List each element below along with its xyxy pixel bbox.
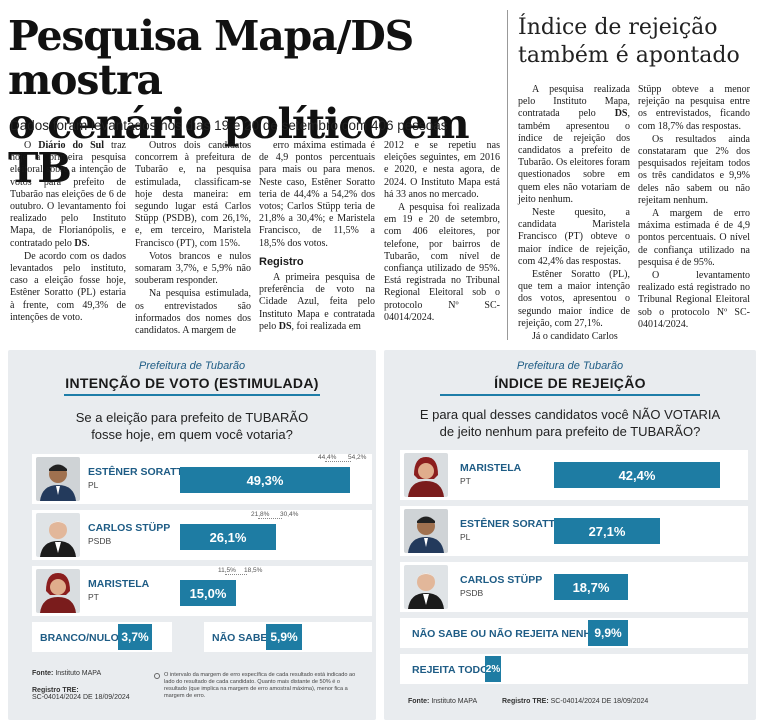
- paragraph: Os resultados ainda constataram que 2% d…: [638, 133, 750, 206]
- paragraph: O levantamento realizado está registrado…: [638, 270, 750, 330]
- vote-bar: 15,0%: [180, 580, 236, 606]
- rejection-bar: 27,1%: [554, 518, 660, 544]
- paragraph: Neste quesito, a candidata Maristela Fra…: [518, 207, 630, 267]
- candidate-party: PL: [460, 532, 471, 542]
- error-range-low: 11,5%: [218, 567, 236, 574]
- rejection-panel: Prefeitura de Tubarão ÍNDICE DE REJEIÇÃO…: [384, 350, 756, 720]
- registration-line: Registro TRE: SC-04014/2024 DE 18/09/2024: [32, 687, 130, 701]
- headline-line-2: o cenário político em TB: [8, 100, 470, 192]
- candidate-name: ESTÊNER SORATTO: [88, 466, 191, 478]
- candidate-name: CARLOS STÜPP: [88, 522, 171, 534]
- sidebar-column-2: Stüpp obteve a menor rejeição na pesquis…: [638, 84, 750, 332]
- candidate-name: ESTÊNER SORATTO: [460, 518, 563, 530]
- candidate-party: PL: [88, 480, 99, 490]
- vote-intention-panel: Prefeitura de Tubarão INTENÇÃO DE VOTO (…: [8, 350, 376, 720]
- error-range-line: [258, 518, 282, 526]
- vote-bar: 26,1%: [180, 524, 276, 550]
- error-range-high: 54,2%: [348, 454, 367, 461]
- survey-question: E para qual desses candidatos você NÃO V…: [419, 407, 721, 439]
- column-divider: [507, 10, 508, 340]
- option-label: BRANCO/NULO: [40, 632, 119, 644]
- candidate-photo: [36, 457, 80, 501]
- candidate-photo: [404, 565, 448, 609]
- newspaper-name: Diário do Sul: [38, 140, 104, 151]
- rejection-bar: 2%: [485, 656, 501, 682]
- rejection-bar: 18,7%: [554, 574, 628, 600]
- option-label: NÃO SABE OU NÃO REJEITA NENHUM: [412, 628, 608, 640]
- candidate-name: MARISTELA: [460, 462, 522, 474]
- candidate-name: CARLOS STÜPP: [460, 574, 543, 586]
- paragraph: Votos brancos e nulos somaram 3,7%, e 5,…: [135, 250, 251, 287]
- paragraph: O Diário do Sul traz hoje a primeira pes…: [10, 140, 126, 249]
- sidebar-column-1: A pesquisa realizada pelo Instituto Mapa…: [518, 84, 630, 344]
- paragraph: Outros dois candidatos concorrem à prefe…: [135, 140, 251, 249]
- vote-bar: 49,3%: [180, 467, 350, 493]
- paragraph: A pesquisa realizada pelo Instituto Mapa…: [518, 84, 630, 205]
- paragraph: erro máxima estimada é de 4,9 pontos per…: [259, 140, 375, 249]
- paragraph: Stüpp obteve a menor rejeição na pesquis…: [638, 84, 750, 132]
- candidate-photo: [36, 569, 80, 613]
- candidate-party: PSDB: [88, 536, 112, 546]
- no-rejection-row: NÃO SABE OU NÃO REJEITA NENHUM: [400, 618, 748, 648]
- error-range-line: [225, 574, 247, 582]
- candidate-name: MARISTELA: [88, 578, 150, 590]
- rejection-bar: 42,4%: [554, 462, 720, 488]
- error-range-high: 30,4%: [280, 511, 299, 518]
- source-line: Fonte: Instituto MAPA: [32, 670, 102, 677]
- title-underline: [64, 394, 320, 396]
- candidate-photo: [404, 509, 448, 553]
- candidate-party: PSDB: [460, 588, 484, 598]
- paragraph: A pesquisa foi realizada em 19 e 20 de s…: [384, 202, 500, 323]
- source-line: Fonte: Instituto MAPA: [408, 698, 478, 705]
- paragraph: A margem de erro máxima estimada é de 4,…: [638, 208, 750, 268]
- paragraph: 2012 e se repetiu nas eleições seguintes…: [384, 140, 500, 200]
- paragraph: De acordo com os dados levantados pelo i…: [10, 250, 126, 323]
- panel-title: ÍNDICE DE REJEIÇÃO: [494, 375, 646, 391]
- rejects-all-row: REJEITA TODOS: [400, 654, 748, 684]
- error-range-high: 18,5%: [244, 567, 263, 574]
- subhead: Dados foram levantados nos dias 19 e 20 …: [10, 118, 448, 133]
- paragraph: A primeira pesquisa de preferência de vo…: [259, 272, 375, 332]
- vote-bar: 5,9%: [266, 624, 302, 650]
- panel-header: Prefeitura de Tubarão: [516, 360, 624, 372]
- paragraph: Estêner Soratto (PL), que tem a maior in…: [518, 269, 630, 329]
- candidate-row-stupp: CARLOS STÜPP PSDB: [32, 510, 372, 560]
- paragraph: Na pesquisa estimulada, os entrevistados…: [135, 288, 251, 337]
- title-underline: [440, 394, 700, 396]
- error-range-low: 44,4%: [318, 454, 337, 461]
- rejection-bar: 9,9%: [588, 620, 628, 646]
- error-range-low: 21,8%: [251, 511, 270, 518]
- panel-header: Prefeitura de Tubarão: [138, 360, 246, 372]
- article-column-2: Outros dois candidatos concorrem à prefe…: [135, 140, 251, 338]
- article-column-1: O Diário do Sul traz hoje a primeira pes…: [10, 140, 126, 325]
- option-label: NÃO SABE: [212, 632, 268, 644]
- article-column-3: erro máxima estimada é de 4,9 pontos per…: [259, 140, 375, 334]
- margin-note: O intervalo da margem de erro específica…: [154, 672, 364, 700]
- candidate-party: PT: [460, 476, 471, 486]
- headline: Pesquisa Mapa/DS mostra o cenário políti…: [8, 14, 500, 190]
- survey-question: Se a eleição para prefeito de TUBARÃO fo…: [75, 410, 309, 442]
- error-range-line: [325, 461, 351, 469]
- candidate-photo: [36, 513, 80, 557]
- paragraph: Já o candidato Carlos: [532, 331, 618, 343]
- circle-icon: [154, 673, 160, 679]
- section-heading: Registro: [259, 255, 304, 268]
- headline-line-1: Pesquisa Mapa/DS mostra: [8, 12, 414, 104]
- candidate-photo: [404, 453, 448, 497]
- option-label: REJEITA TODOS: [412, 664, 496, 676]
- vote-bar: 3,7%: [118, 624, 152, 650]
- candidate-party: PT: [88, 592, 99, 602]
- sidebar-title: Índice de rejeição também é apontado: [518, 15, 740, 68]
- article-column-4: 2012 e se repetiu nas eleições seguintes…: [384, 140, 500, 325]
- panel-title: INTENÇÃO DE VOTO (ESTIMULADA): [65, 375, 319, 391]
- registration-line: Registro TRE: SC-04014/2024 DE 18/09/202…: [502, 698, 649, 705]
